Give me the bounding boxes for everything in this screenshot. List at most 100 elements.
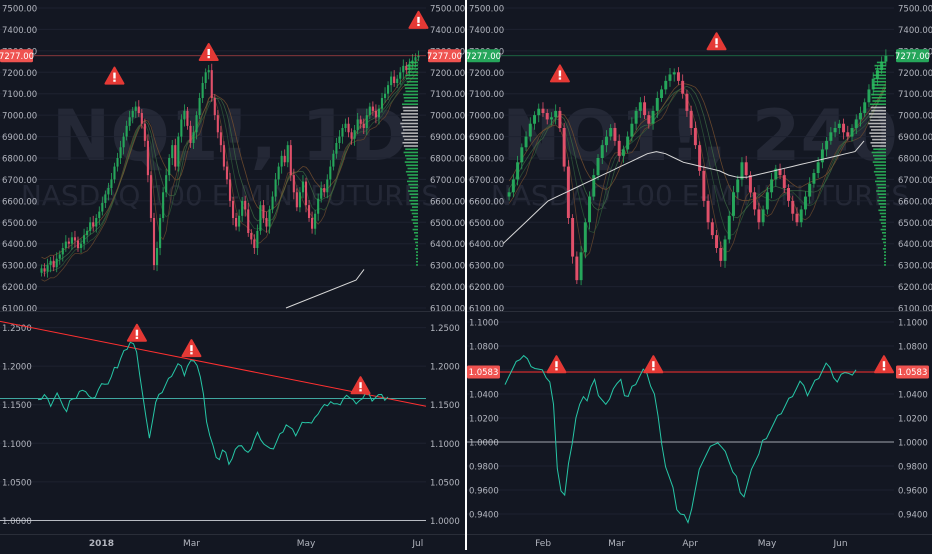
- left-price-candle: [393, 76, 396, 83]
- left-price-candle: [76, 240, 80, 248]
- left-price-volume-profile-bar: [402, 103, 418, 106]
- left-price-ytick-label-left: 6100.00: [2, 305, 37, 315]
- right-price-volume-profile-bar: [868, 113, 886, 115]
- left-price-volume-profile-bar: [403, 109, 418, 112]
- left-ratio-warning-icon-1-bar: [190, 345, 193, 352]
- left-price-candle: [380, 98, 384, 109]
- left-price-candle: [402, 65, 405, 73]
- left-price-volume-profile-bar: [401, 116, 418, 118]
- right-price-volume-profile-bar: [875, 167, 886, 170]
- right-ratio-ytick-label: 0.9400: [898, 511, 928, 521]
- left-pane-separator[interactable]: [0, 311, 465, 312]
- right-price-volume-profile-bar: [868, 122, 886, 125]
- left-price-candle: [58, 254, 61, 259]
- left-price-candle: [265, 218, 268, 227]
- left-price-pane[interactable]: NQ1!, 1D NASDAQ 100 E-MINI FUTURES 6100.…: [0, 5, 465, 315]
- right-ratio-value-badge-left-bg: [467, 365, 500, 379]
- left-price-candle: [98, 211, 101, 218]
- left-price-candle: [356, 119, 359, 131]
- right-price-volume-profile-bar: [882, 225, 886, 228]
- left-price-ytick-label: 6600.00: [430, 197, 465, 207]
- left-price-candle: [277, 166, 280, 180]
- left-price-candle: [104, 194, 107, 203]
- right-ratio-pane[interactable]: 0.9400 0.9400 0.9600 0.9600 0.9800 0.9800 1.00…: [467, 319, 929, 550]
- left-price-candle: [247, 209, 250, 233]
- right-price-volume-profile-bar: [877, 199, 886, 202]
- left-price-candle: [396, 78, 399, 83]
- left-price-candle: [250, 233, 253, 240]
- right-price-candle: [871, 78, 875, 90]
- right-price-candle: [710, 222, 714, 236]
- right-price-ytick-label-left: 7400.00: [469, 26, 504, 36]
- left-price-volume-profile-bar: [414, 225, 418, 228]
- right-price-candle: [664, 80, 668, 90]
- left-price-moving-average-line: [285, 269, 365, 309]
- right-price-candle: [609, 128, 613, 137]
- left-price-candle: [49, 260, 52, 266]
- left-price-candle: [134, 106, 137, 111]
- left-price-volume-profile-bar: [406, 77, 418, 80]
- right-price-candle: [655, 98, 659, 111]
- right-price-candle: [816, 162, 820, 173]
- right-price-volume-profile-bar: [871, 129, 886, 131]
- right-price-pane[interactable]: NQ1!, 240 NASDAQ 100 E-MINI FUTURES 6100…: [466, 5, 932, 315]
- left-price-volume-profile-bar: [413, 215, 418, 218]
- right-price-candle: [511, 179, 515, 193]
- right-price-volume-profile-bar: [872, 87, 886, 89]
- left-price-ytick-label-left: 7200.00: [2, 69, 37, 79]
- right-price-ytick-label: 6500.00: [898, 219, 932, 229]
- left-ratio-pane[interactable]: 1.0000 1.0000 1.0500 1.0500 1.1000 1.1000 1.15…: [0, 320, 460, 549]
- left-price-volume-profile-bar: [404, 87, 418, 89]
- right-price-candle: [719, 248, 723, 261]
- left-price-candle: [113, 166, 116, 180]
- right-price-candle: [537, 108, 541, 116]
- left-price-candle: [341, 128, 344, 137]
- left-price-candle: [189, 125, 192, 143]
- left-price-ytick-label-left: 6600.00: [2, 197, 37, 207]
- left-price-candle: [268, 209, 271, 227]
- right-price-volume-profile-bar: [884, 257, 886, 260]
- right-price-volume-profile-bar: [875, 174, 886, 176]
- right-price-candle: [605, 136, 608, 146]
- right-price-ytick-label: 6300.00: [898, 262, 932, 272]
- left-price-candle: [222, 145, 225, 167]
- left-ratio-xtick-label: 2018: [89, 539, 114, 549]
- left-price-candle: [408, 63, 411, 71]
- right-price-price-badge-left: 7277.00: [466, 52, 501, 62]
- right-price-volume-profile-bar: [876, 183, 886, 186]
- left-price-volume-profile-bar: [403, 97, 418, 99]
- right-ratio-ytick-label: 1.0400: [898, 391, 928, 401]
- right-price-ribbon-line: [508, 85, 887, 219]
- left-price-volume-profile-bar: [408, 61, 418, 64]
- left-price-warning-icon-2: [408, 10, 429, 29]
- right-price-candle: [626, 136, 630, 150]
- left-price-candle: [174, 145, 177, 167]
- left-price-candle: [219, 132, 222, 146]
- left-price-ytick-label: 6700.00: [430, 176, 465, 186]
- right-price-candle: [516, 162, 520, 180]
- left-ratio-warning-icon-2: [350, 376, 371, 395]
- right-price-volume-profile-bar: [882, 232, 886, 234]
- left-price-price-badge-left: 7277.00: [0, 52, 34, 62]
- left-price-candle: [210, 70, 213, 98]
- left-price-candle: [350, 132, 353, 139]
- left-price-warning-icon-1-bar: [207, 49, 210, 55]
- left-price-ytick-label-left: 6700.00: [2, 176, 37, 186]
- left-price-candle: [244, 200, 247, 210]
- left-price-candle: [335, 143, 338, 154]
- left-price-candle: [52, 260, 55, 268]
- right-price-volume-profile-bar: [876, 177, 886, 179]
- right-pane-separator[interactable]: [467, 311, 932, 312]
- left-price-candle: [177, 136, 180, 167]
- left-price-candle: [92, 222, 95, 227]
- right-price-candle: [634, 110, 638, 124]
- left-price-candle: [165, 175, 168, 193]
- right-price-candle: [812, 173, 816, 184]
- left-price-candle: [387, 85, 390, 94]
- right-price-candle: [592, 175, 596, 197]
- right-price-candle: [829, 132, 833, 141]
- right-ratio-ytick-label-left: 1.0000: [469, 439, 499, 449]
- left-price-ytick-label-left: 6300.00: [2, 262, 37, 272]
- right-price-volume-profile-bar: [872, 161, 886, 163]
- right-price-candle: [541, 108, 545, 113]
